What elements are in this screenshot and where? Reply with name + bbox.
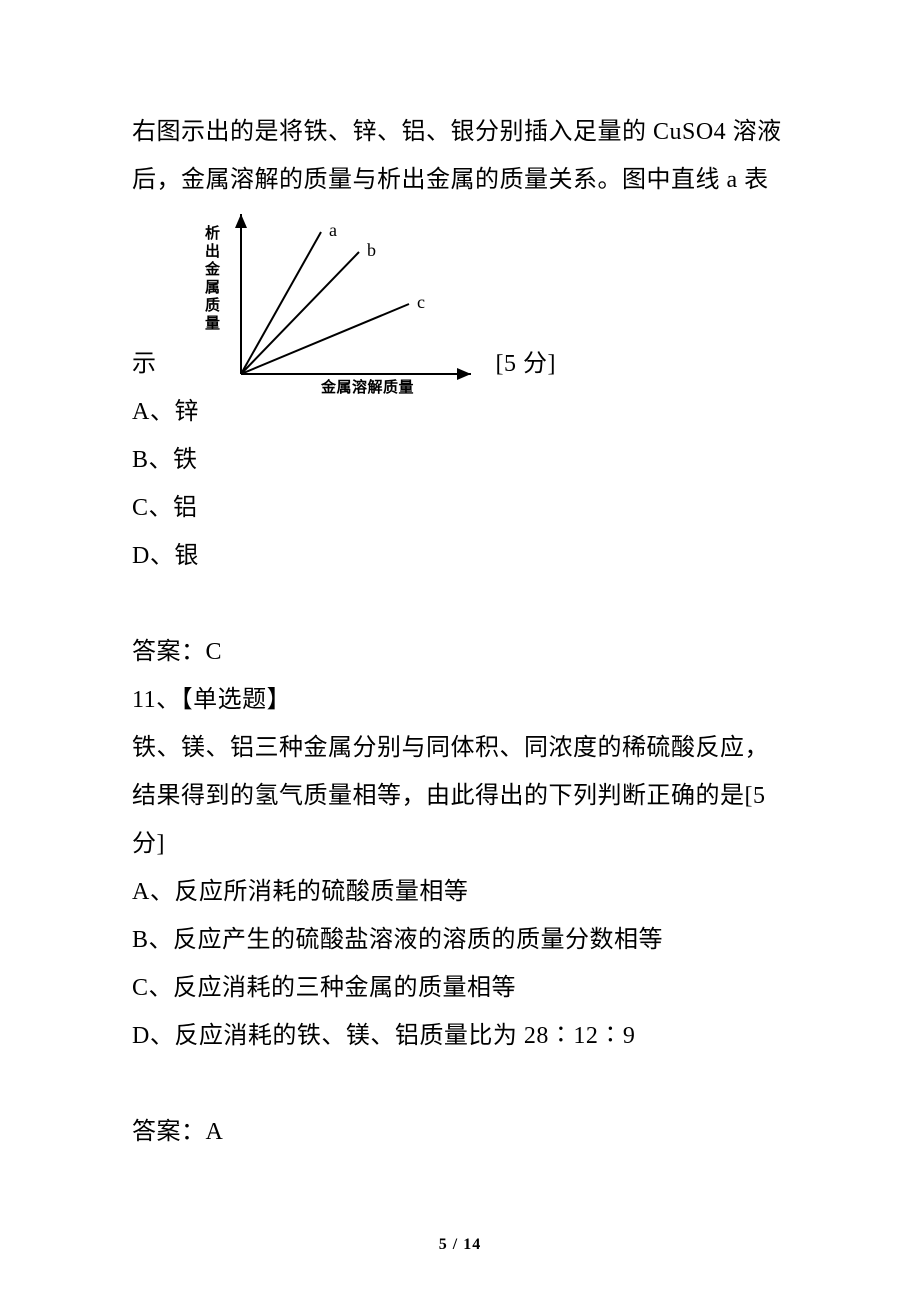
q10-chart: a b c 析出金属质量金属溶解质量 — [171, 204, 481, 394]
q11-header: 11、【单选题】 — [132, 676, 800, 724]
q11-body-line2: 结果得到的氢气质量相等，由此得出的下列判断正确的是[5 — [132, 772, 800, 820]
spacer-2 — [132, 1060, 800, 1108]
q10-before-chart: 示 — [132, 340, 157, 388]
q10-intro-line2: 后，金属溶解的质量与析出金属的质量关系。图中直线 a 表 — [132, 156, 800, 204]
q11-body-line3: 分] — [132, 820, 800, 868]
svg-text:金属溶解质量: 金属溶解质量 — [320, 378, 414, 394]
svg-text:质: 质 — [205, 296, 221, 314]
q10-answer: 答案：C — [132, 628, 800, 676]
q10-option-b: B、铁 — [132, 436, 800, 484]
svg-text:a: a — [329, 220, 338, 240]
spacer-1 — [132, 580, 800, 628]
svg-text:出: 出 — [205, 242, 221, 260]
document-page: 右图示出的是将铁、锌、铝、银分别插入足量的 CuSO4 溶液 后，金属溶解的质量… — [0, 0, 920, 1302]
q10-option-d: D、银 — [132, 532, 800, 580]
q11-option-a: A、反应所消耗的硫酸质量相等 — [132, 868, 800, 916]
q11-body-line1: 铁、镁、铝三种金属分别与同体积、同浓度的稀硫酸反应， — [132, 724, 800, 772]
q11-option-b: B、反应产生的硫酸盐溶液的溶质的质量分数相等 — [132, 916, 800, 964]
page-number: 5 / 14 — [0, 1236, 920, 1254]
q11-option-c: C、反应消耗的三种金属的质量相等 — [132, 964, 800, 1012]
q10-option-a: A、锌 — [132, 388, 800, 436]
q11-answer: 答案：A — [132, 1108, 800, 1156]
svg-text:b: b — [367, 240, 377, 260]
q11-option-d: D、反应消耗的铁、镁、铝质量比为 28∶12∶9 — [132, 1012, 800, 1060]
svg-text:c: c — [417, 292, 426, 312]
svg-text:属: 属 — [205, 279, 221, 296]
svg-text:量: 量 — [205, 315, 221, 332]
q10-intro-line1: 右图示出的是将铁、锌、铝、银分别插入足量的 CuSO4 溶液 — [132, 108, 800, 156]
q10-option-c: C、铝 — [132, 484, 800, 532]
svg-text:金: 金 — [204, 260, 221, 278]
svg-text:析: 析 — [205, 224, 221, 242]
q10-after-chart: [5 分] — [496, 340, 556, 388]
q10-chart-line: 示 abc析出金属质量金属溶解质量 [5 分] — [132, 204, 800, 388]
